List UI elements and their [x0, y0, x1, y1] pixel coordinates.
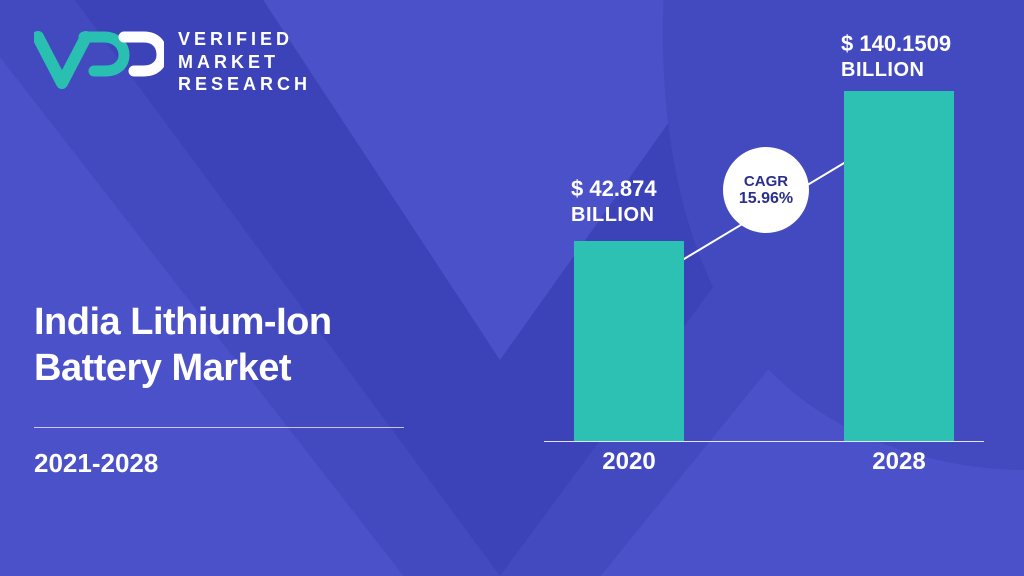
bar-2028-value-label: $ 140.1509 BILLION: [841, 30, 951, 83]
bar-2028-unit: BILLION: [841, 58, 951, 83]
chart-baseline: [544, 441, 984, 442]
bar-2028-year-label: 2028: [844, 448, 954, 476]
cagr-badge: CAGR 15.96%: [723, 147, 809, 233]
cagr-value: 15.96%: [739, 190, 793, 208]
brand-line-1: VERIFIED: [178, 28, 311, 51]
page-title: India Lithium-Ion Battery Market: [34, 300, 404, 391]
title-line-2: Battery Market: [34, 346, 404, 392]
brand-name: VERIFIED MARKET RESEARCH: [178, 28, 311, 96]
bar-2028: [844, 91, 954, 441]
market-bar-chart: $ 42.874 BILLION 2020 $ 140.1509 BILLION…: [544, 40, 984, 480]
bar-2020-value-label: $ 42.874 BILLION: [571, 175, 657, 228]
brand-line-3: RESEARCH: [178, 73, 311, 96]
title-divider: [34, 427, 404, 428]
brand-line-2: MARKET: [178, 51, 311, 74]
brand-logo: VERIFIED MARKET RESEARCH: [34, 28, 311, 96]
bar-2020-amount: $ 42.874: [571, 175, 657, 203]
infographic-canvas: VERIFIED MARKET RESEARCH India Lithium-I…: [0, 0, 1024, 576]
bar-2020-year-label: 2020: [574, 448, 684, 476]
bar-2028-amount: $ 140.1509: [841, 30, 951, 58]
bar-2020: [574, 241, 684, 441]
title-line-1: India Lithium-Ion: [34, 300, 404, 346]
cagr-label: CAGR: [744, 173, 788, 190]
headline-block: India Lithium-Ion Battery Market 2021-20…: [34, 300, 404, 479]
bar-2020-unit: BILLION: [571, 203, 657, 228]
logo-mark-icon: [34, 31, 164, 93]
forecast-period: 2021-2028: [34, 448, 404, 479]
